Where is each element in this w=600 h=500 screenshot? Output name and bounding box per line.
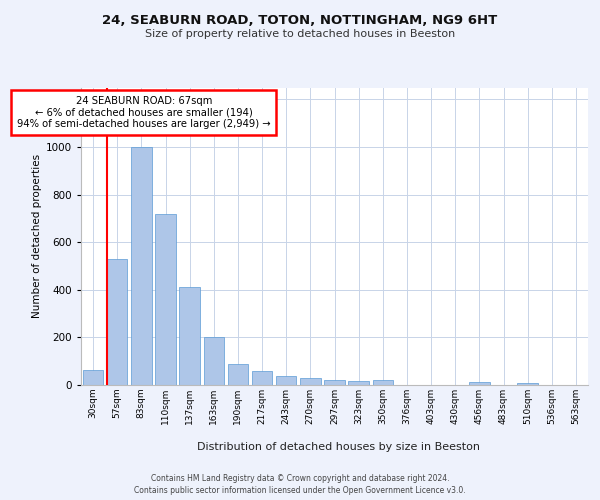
Text: Distribution of detached houses by size in Beeston: Distribution of detached houses by size … [197, 442, 481, 452]
Bar [373, 380, 393, 385]
Bar [179, 288, 200, 385]
Bar [131, 147, 152, 385]
Bar [252, 370, 272, 385]
Bar [349, 381, 369, 385]
Bar [469, 382, 490, 385]
Bar [155, 214, 176, 385]
Y-axis label: Number of detached properties: Number of detached properties [32, 154, 41, 318]
Bar [276, 376, 296, 385]
Bar [300, 378, 320, 385]
Bar [107, 259, 127, 385]
Text: Size of property relative to detached houses in Beeston: Size of property relative to detached ho… [145, 29, 455, 39]
Text: 24 SEABURN ROAD: 67sqm
← 6% of detached houses are smaller (194)
94% of semi-det: 24 SEABURN ROAD: 67sqm ← 6% of detached … [17, 96, 271, 129]
Bar [83, 370, 103, 385]
Text: Contains HM Land Registry data © Crown copyright and database right 2024.
Contai: Contains HM Land Registry data © Crown c… [134, 474, 466, 495]
Bar [517, 382, 538, 385]
Bar [324, 380, 345, 385]
Text: 24, SEABURN ROAD, TOTON, NOTTINGHAM, NG9 6HT: 24, SEABURN ROAD, TOTON, NOTTINGHAM, NG9… [103, 14, 497, 27]
Bar [227, 364, 248, 385]
Bar [203, 338, 224, 385]
